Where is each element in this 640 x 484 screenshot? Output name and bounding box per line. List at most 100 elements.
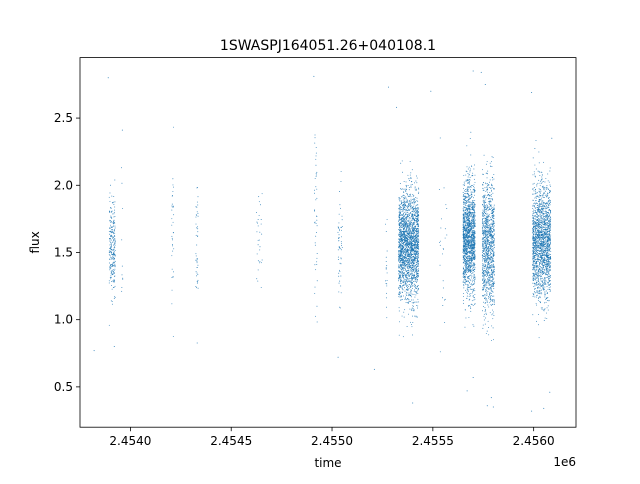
- data-point: [406, 261, 407, 263]
- data-point: [405, 275, 407, 277]
- data-point: [113, 272, 115, 274]
- data-point: [409, 247, 411, 249]
- data-point: [474, 242, 476, 244]
- data-point: [400, 280, 402, 281]
- data-point: [462, 259, 464, 261]
- data-point: [407, 206, 409, 208]
- data-point: [111, 281, 112, 282]
- data-point: [416, 182, 418, 184]
- data-point: [417, 230, 418, 232]
- data-point: [402, 226, 404, 228]
- data-point: [467, 261, 469, 263]
- data-point: [471, 270, 473, 272]
- data-point: [416, 188, 417, 190]
- data-point: [413, 236, 415, 238]
- data-point: [407, 184, 409, 186]
- data-point: [401, 238, 403, 240]
- data-point: [487, 213, 489, 215]
- data-point: [472, 324, 474, 326]
- data-point: [403, 277, 405, 279]
- data-point: [404, 298, 406, 299]
- data-point: [415, 212, 417, 214]
- data-point: [403, 281, 405, 283]
- data-point: [489, 209, 491, 211]
- data-point: [417, 279, 418, 281]
- data-point: [483, 272, 485, 274]
- data-point: [414, 279, 416, 281]
- data-point: [468, 259, 470, 261]
- data-point: [405, 209, 407, 211]
- data-point: [406, 266, 408, 268]
- data-point: [259, 260, 261, 262]
- data-point: [196, 262, 198, 264]
- data-point: [385, 223, 386, 225]
- data-point: [416, 271, 418, 272]
- data-point: [471, 237, 472, 239]
- data-point: [471, 260, 472, 262]
- data-point: [408, 229, 410, 230]
- data-point: [172, 276, 174, 278]
- data-point: [472, 250, 474, 252]
- data-point: [464, 243, 466, 244]
- data-point: [411, 184, 413, 185]
- data-point: [408, 269, 410, 271]
- data-point: [407, 226, 409, 228]
- data-point: [489, 272, 491, 273]
- data-point: [492, 250, 494, 252]
- data-point: [463, 229, 465, 231]
- data-point: [467, 210, 469, 211]
- data-point: [472, 292, 474, 294]
- data-point: [468, 180, 470, 182]
- data-point: [465, 237, 467, 239]
- data-point: [404, 262, 405, 263]
- data-point: [465, 174, 467, 176]
- data-point: [469, 221, 471, 223]
- data-point: [416, 307, 418, 309]
- data-point: [493, 301, 495, 302]
- data-point: [405, 256, 407, 257]
- data-point: [411, 271, 413, 273]
- data-point: [260, 262, 262, 264]
- data-point: [409, 205, 411, 207]
- data-point: [415, 241, 417, 243]
- data-point: [471, 249, 473, 251]
- data-point: [463, 219, 465, 221]
- data-point: [405, 268, 407, 270]
- data-point: [412, 238, 414, 240]
- data-point: [404, 237, 405, 239]
- data-point: [400, 212, 401, 214]
- data-point: [406, 287, 408, 288]
- data-point: [406, 279, 407, 281]
- data-point: [417, 264, 419, 266]
- data-point: [408, 252, 410, 254]
- data-point: [197, 204, 199, 206]
- data-point: [463, 196, 465, 198]
- data-point: [341, 225, 343, 227]
- data-point: [493, 233, 495, 235]
- data-point: [472, 289, 474, 291]
- data-point: [491, 235, 492, 237]
- data-point: [410, 212, 412, 214]
- data-point: [493, 204, 495, 206]
- data-point: [411, 274, 413, 276]
- data-point: [414, 267, 416, 269]
- data-point: [256, 278, 258, 280]
- data-point: [414, 187, 416, 189]
- data-point: [466, 280, 468, 282]
- data-point: [467, 244, 469, 246]
- data-point: [471, 252, 473, 254]
- data-point: [409, 174, 411, 176]
- data-point: [487, 267, 489, 269]
- data-point: [473, 299, 475, 301]
- data-point: [408, 204, 410, 206]
- data-point: [491, 214, 493, 216]
- data-point: [486, 260, 488, 262]
- data-point: [400, 230, 402, 232]
- data-point: [113, 286, 115, 288]
- data-point: [493, 210, 495, 212]
- data-point: [412, 232, 414, 234]
- data-point: [471, 304, 473, 305]
- data-point: [412, 222, 414, 224]
- data-point: [466, 193, 468, 195]
- data-point: [400, 268, 402, 270]
